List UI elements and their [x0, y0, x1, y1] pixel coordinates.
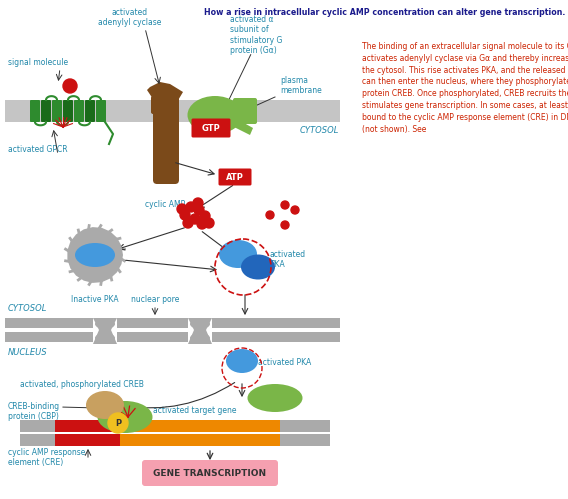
Text: activated GPCR: activated GPCR	[8, 145, 68, 154]
Circle shape	[177, 204, 187, 214]
Text: activated target gene: activated target gene	[153, 406, 237, 415]
Bar	[120, 420, 280, 432]
Text: activated PKA: activated PKA	[258, 358, 311, 367]
Ellipse shape	[226, 349, 258, 373]
Ellipse shape	[248, 384, 303, 412]
Text: plasma
membrane: plasma membrane	[280, 76, 321, 95]
FancyBboxPatch shape	[151, 96, 179, 114]
Polygon shape	[188, 318, 212, 344]
Circle shape	[291, 206, 299, 214]
Polygon shape	[68, 227, 123, 283]
Ellipse shape	[95, 333, 115, 343]
Ellipse shape	[190, 333, 210, 343]
Circle shape	[186, 202, 196, 212]
Text: NUCLEUS: NUCLEUS	[8, 348, 48, 357]
Bar	[20, 434, 330, 446]
Polygon shape	[230, 118, 253, 135]
Ellipse shape	[86, 391, 124, 419]
Bar	[20, 420, 330, 432]
FancyBboxPatch shape	[153, 91, 179, 184]
Circle shape	[200, 211, 210, 221]
Text: How a rise in intracellular cyclic AMP concentration can alter gene transcriptio: How a rise in intracellular cyclic AMP c…	[203, 8, 565, 17]
Circle shape	[63, 79, 77, 93]
Text: activated α
subunit of
stimulatory G
protein (Gα): activated α subunit of stimulatory G pro…	[230, 15, 282, 55]
Text: activated
adenylyl cyclase: activated adenylyl cyclase	[98, 8, 162, 27]
Text: activated
PKA: activated PKA	[270, 250, 306, 269]
FancyBboxPatch shape	[219, 169, 252, 186]
Ellipse shape	[95, 319, 115, 329]
Ellipse shape	[241, 254, 275, 279]
Ellipse shape	[187, 96, 243, 134]
Text: nuclear pore: nuclear pore	[131, 295, 179, 304]
Text: cyclic AMP response
element (CRE): cyclic AMP response element (CRE)	[8, 448, 85, 468]
Text: The binding of an extracellular signal molecule to its GPCR
activates adenylyl c: The binding of an extracellular signal m…	[362, 42, 568, 134]
Text: Inactive PKA: Inactive PKA	[71, 295, 119, 304]
Bar	[5, 100, 340, 122]
FancyBboxPatch shape	[41, 100, 51, 122]
Circle shape	[190, 214, 200, 224]
Ellipse shape	[195, 99, 225, 117]
Bar	[55, 420, 120, 432]
Circle shape	[180, 210, 190, 220]
Circle shape	[193, 198, 203, 208]
Text: CREB-binding
protein (CBP): CREB-binding protein (CBP)	[8, 402, 60, 421]
Bar	[93, 317, 117, 345]
Circle shape	[281, 201, 289, 209]
Bar	[188, 317, 212, 345]
FancyBboxPatch shape	[74, 100, 84, 122]
Ellipse shape	[75, 243, 115, 267]
Circle shape	[194, 205, 204, 215]
Ellipse shape	[98, 401, 152, 433]
Polygon shape	[147, 82, 183, 102]
FancyBboxPatch shape	[30, 100, 40, 122]
Text: Inactive CREB: Inactive CREB	[250, 420, 304, 429]
FancyBboxPatch shape	[52, 100, 62, 122]
FancyBboxPatch shape	[63, 100, 73, 122]
Circle shape	[108, 413, 128, 433]
Text: GENE TRANSCRIPTION: GENE TRANSCRIPTION	[153, 469, 266, 478]
Text: cyclic AMP: cyclic AMP	[145, 200, 185, 209]
Bar	[5, 332, 340, 342]
Ellipse shape	[190, 319, 210, 329]
Bar	[5, 318, 340, 328]
Circle shape	[204, 218, 214, 228]
Polygon shape	[93, 318, 117, 344]
Text: CYTOSOL: CYTOSOL	[8, 304, 47, 313]
Text: signal molecule: signal molecule	[8, 58, 68, 67]
Circle shape	[281, 221, 289, 229]
Bar	[55, 434, 120, 446]
Circle shape	[266, 211, 274, 219]
FancyBboxPatch shape	[96, 100, 106, 122]
Ellipse shape	[219, 240, 257, 268]
FancyBboxPatch shape	[233, 98, 257, 124]
Circle shape	[197, 219, 207, 229]
Text: CYTOSOL: CYTOSOL	[300, 126, 339, 135]
Text: GTP: GTP	[202, 123, 220, 133]
Bar	[120, 434, 280, 446]
Text: activated, phosphorylated CREB: activated, phosphorylated CREB	[20, 380, 144, 389]
FancyBboxPatch shape	[85, 100, 95, 122]
Circle shape	[183, 218, 193, 228]
Text: ATP: ATP	[226, 173, 244, 182]
FancyBboxPatch shape	[191, 118, 231, 138]
FancyBboxPatch shape	[142, 460, 278, 486]
Text: P: P	[115, 419, 121, 428]
